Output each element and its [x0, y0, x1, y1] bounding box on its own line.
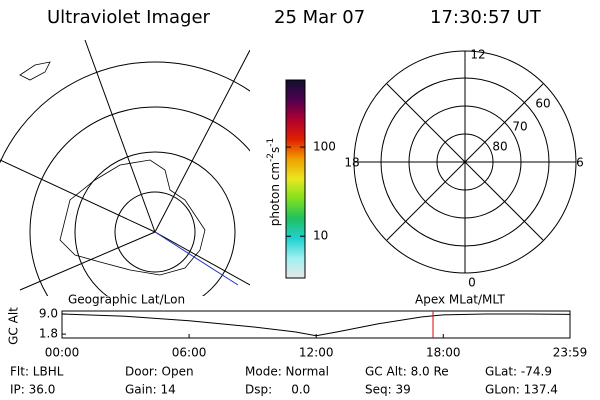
title: Ultraviolet Imager	[47, 7, 211, 28]
y-tick-label: 1.8	[39, 327, 58, 341]
status-field: Mode: Normal	[245, 365, 329, 379]
lat-label: 80	[492, 140, 507, 154]
y-axis-label: GC Alt	[7, 307, 21, 345]
lat-label: 70	[512, 120, 527, 134]
x-tick-label: 00:00	[45, 346, 80, 360]
colorbar	[285, 79, 306, 279]
mlt-label: 18	[344, 156, 359, 170]
geo-map	[0, 40, 250, 296]
status-field: GLon: 137.4	[485, 383, 558, 397]
x-tick-label: 23:59	[553, 346, 588, 360]
status-field: IP: 36.0	[10, 383, 55, 397]
mlt-label: 6	[576, 156, 584, 170]
mlt-label: 12	[470, 48, 485, 62]
footer: Flt: LBHL Door: Open Mode: Normal GC Alt: 8…	[10, 365, 558, 397]
colorbar-tick-label: 100	[313, 140, 336, 154]
colorbar-label: photon cm-2s-1	[266, 138, 282, 227]
x-tick-label: 06:00	[172, 346, 207, 360]
time: 17:30:57 UT	[430, 7, 542, 28]
polar-grid	[353, 50, 577, 274]
x-tick-label: 12:00	[299, 346, 334, 360]
alt-frame	[61, 310, 571, 339]
status-field: Flt: LBHL	[10, 365, 64, 379]
caption: Apex MLat/MLT	[415, 293, 505, 307]
altitude-line	[61, 313, 571, 337]
status-field: GC Alt: 8.0 Re	[365, 365, 449, 379]
status-field: Seq: 39	[365, 383, 411, 397]
status-field: Door: Open	[125, 365, 194, 379]
status-field: Gain: 14	[125, 383, 176, 397]
y-tick-label: 9.0	[39, 307, 58, 321]
status-field: GLat: -74.9	[485, 365, 552, 379]
date: 25 Mar 07	[274, 7, 365, 28]
caption: Geographic Lat/Lon	[68, 293, 185, 307]
colorbar-tick-label: 10	[313, 229, 328, 243]
lat-label: 60	[535, 97, 550, 111]
mlt-label: 0	[468, 276, 476, 290]
status-field: Dsp: 0.0	[245, 383, 310, 397]
x-tick-label: 18:00	[426, 346, 461, 360]
